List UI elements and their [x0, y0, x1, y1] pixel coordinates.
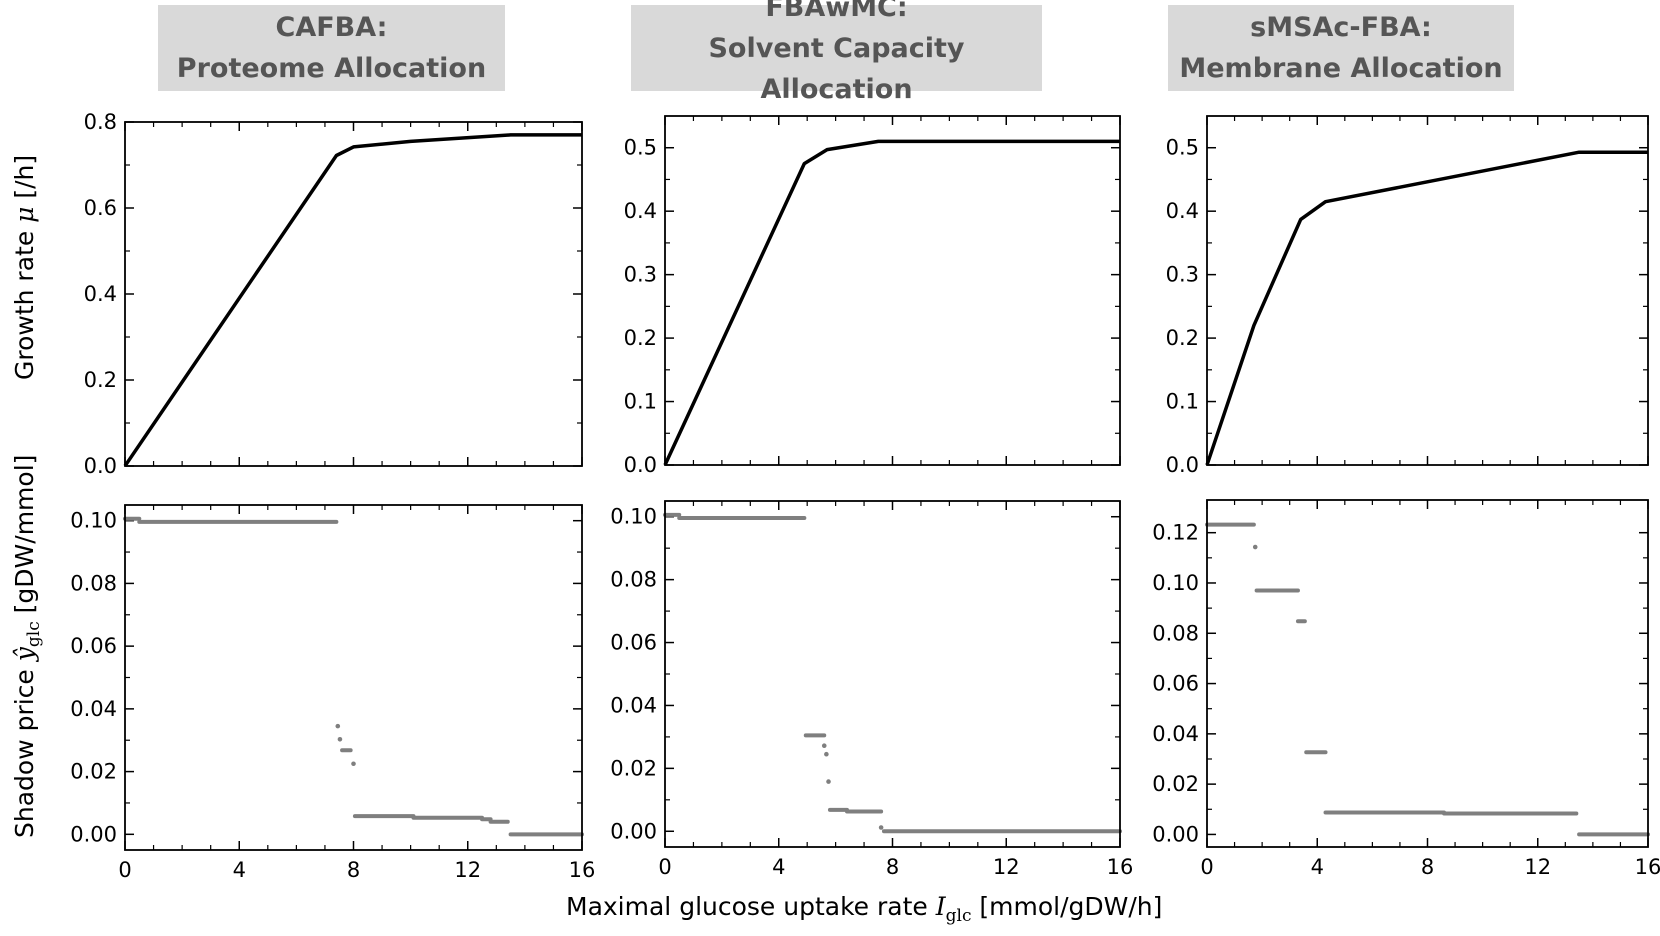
panel-3-ytick-label-1: 0.1	[1166, 390, 1199, 414]
title-smsac-fba: sMSAc-FBA: Membrane Allocation	[1168, 5, 1514, 91]
x-label-sub: glc	[945, 906, 972, 926]
title-cafba: CAFBA: Proteome Allocation	[158, 5, 505, 91]
title-fbawmc-line1: FBAwMC:	[765, 0, 908, 23]
panel-5-xtick-label-3: 12	[993, 855, 1020, 879]
title-smsac-fba-line1: sMSAc-FBA:	[1250, 12, 1432, 43]
panel-3-ytick-label-4: 0.4	[1166, 199, 1199, 223]
panel-6-xtick-label-1: 4	[1311, 855, 1324, 879]
panel-2-ytick-label-1: 0.1	[624, 390, 657, 414]
panel-2-ytick-label-4: 0.4	[624, 199, 657, 223]
panel-1-ytick-label-0: 0.0	[84, 454, 117, 478]
panel-4-ytick-label-2: 0.04	[70, 697, 117, 721]
panel-2-growth-line	[663, 139, 1120, 466]
panel-4-ytick-label-1: 0.02	[70, 760, 117, 784]
x-label-symbol: I	[935, 892, 946, 921]
panel-5-shadow-point-5	[826, 779, 831, 784]
panel-1-ytick-label-3: 0.6	[84, 196, 117, 220]
shadow-price-axis-label: Shadow price ŷglc [gDW/mmol]	[10, 455, 44, 838]
panel-6-xtick-label-3: 12	[1524, 855, 1551, 879]
panel-3-ytick-label-2: 0.2	[1166, 326, 1199, 350]
panel-5-xtick-label-0: 0	[658, 855, 671, 879]
panel-4-ytick-label-3: 0.06	[70, 634, 117, 658]
title-smsac-fba-line2: Membrane Allocation	[1179, 53, 1503, 84]
panel-5-ytick-label-2: 0.04	[610, 693, 657, 717]
panel-1-ytick-label-2: 0.4	[84, 282, 117, 306]
shadow-label-sub: glc	[24, 621, 44, 648]
shadow-label-prefix: Shadow price	[10, 661, 39, 838]
panel-6-ytick-label-0: 0.00	[1152, 822, 1199, 846]
title-cafba-line1: CAFBA:	[275, 12, 388, 43]
panel-4-frame	[124, 504, 583, 851]
panel-5-xtick-label-1: 4	[772, 855, 785, 879]
panel-4-shadow-point-3	[337, 736, 343, 742]
panel-4-ytick-label-0: 0.00	[70, 822, 117, 846]
panel-4-shadow-point-5	[351, 761, 356, 767]
panel-2-frame	[664, 115, 1121, 466]
panel-5-xtick-label-2: 8	[886, 855, 899, 879]
panel-3-growth-line	[1205, 150, 1648, 466]
panel-5-ytick-label-3: 0.06	[610, 631, 657, 655]
panel-4-shadow-point-2	[335, 723, 341, 729]
x-axis-label: Maximal glucose uptake rate Iglc [mmol/g…	[566, 892, 1162, 926]
x-label-prefix: Maximal glucose uptake rate	[566, 892, 936, 921]
panel-5-ytick-label-4: 0.08	[610, 568, 657, 592]
panel-3-ytick-label-5: 0.5	[1166, 136, 1199, 160]
panel-6-xtick-label-0: 0	[1200, 855, 1213, 879]
panel-3-ytick-label-0: 0.0	[1166, 453, 1199, 477]
panel-4-xtick-label-3: 12	[454, 858, 481, 882]
panel-2-ytick-label-5: 0.5	[624, 136, 657, 160]
panel-1-ytick-label-4: 0.8	[84, 110, 117, 134]
panel-1-frame	[124, 121, 583, 467]
panel-1-ytick-label-1: 0.2	[84, 368, 117, 392]
panel-5-shadow-point-3	[821, 743, 827, 749]
panel-6-ytick-label-6: 0.12	[1152, 521, 1199, 545]
panel-6-ytick-label-3: 0.06	[1152, 672, 1199, 696]
panel-6-ytick-label-5: 0.10	[1152, 571, 1199, 595]
panel-6-xtick-label-4: 16	[1635, 855, 1660, 879]
panel-4-ytick-label-5: 0.10	[70, 509, 117, 533]
panel-6-frame	[1206, 499, 1649, 848]
panel-5-shadow-point-4	[824, 751, 829, 757]
panel-4-xtick-label-0: 0	[118, 858, 131, 882]
panel-2-ytick-label-2: 0.2	[624, 326, 657, 350]
panel-2-ytick-label-0: 0.0	[624, 453, 657, 477]
growth-label-prefix: Growth rate	[10, 222, 39, 380]
panel-5-ytick-label-5: 0.10	[610, 505, 657, 529]
panel-6-shadow-point-1	[1252, 544, 1258, 550]
title-fbawmc: FBAwMC: Solvent Capacity Allocation	[631, 0, 1042, 105]
shadow-label-symbol: ŷ	[10, 647, 39, 662]
x-label-unit: [mmol/gDW/h]	[971, 892, 1163, 921]
growth-label-unit: [/h]	[10, 154, 39, 207]
title-fbawmc-line2: Solvent Capacity Allocation	[708, 32, 965, 105]
panel-4-xtick-label-2: 8	[347, 858, 360, 882]
panel-4-xtick-label-1: 4	[233, 858, 246, 882]
panel-3-ytick-label-3: 0.3	[1166, 263, 1199, 287]
panel-6-ytick-label-4: 0.08	[1152, 621, 1199, 645]
panel-6-ytick-label-1: 0.02	[1152, 772, 1199, 796]
panel-6-ytick-label-2: 0.04	[1152, 722, 1199, 746]
panel-4-ytick-label-4: 0.08	[70, 571, 117, 595]
panel-2-ytick-label-3: 0.3	[624, 263, 657, 287]
shadow-label-unit: [gDW/mmol]	[10, 454, 39, 622]
title-cafba-line2: Proteome Allocation	[176, 53, 487, 84]
panel-5-ytick-label-0: 0.00	[610, 819, 657, 843]
panel-5-ytick-label-1: 0.02	[610, 756, 657, 780]
panel-5-frame	[664, 500, 1121, 848]
growth-label-symbol: μ	[10, 206, 39, 223]
panel-3-frame	[1206, 115, 1649, 466]
panel-5-xtick-label-4: 16	[1107, 855, 1134, 879]
panel-6-xtick-label-2: 8	[1421, 855, 1434, 879]
panel-1-growth-line	[123, 133, 582, 467]
panel-4-xtick-label-4: 16	[569, 858, 596, 882]
panel-5-shadow-point-8	[878, 825, 884, 830]
growth-rate-axis-label: Growth rate μ [/h]	[10, 155, 39, 380]
